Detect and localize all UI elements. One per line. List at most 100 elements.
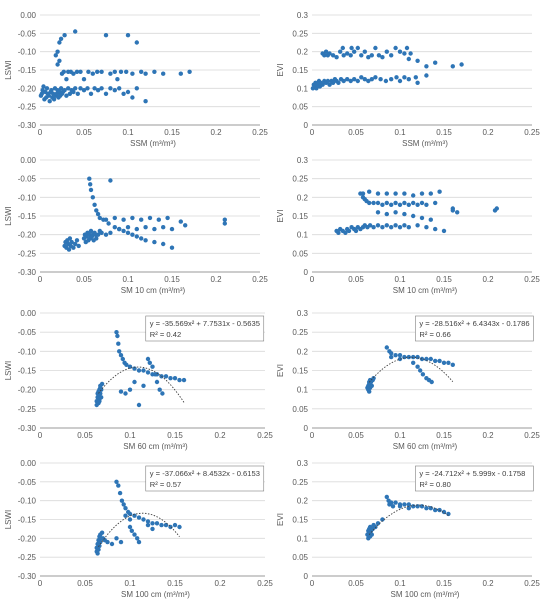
data-point (402, 223, 407, 228)
y-axis-label: EVI (276, 64, 285, 77)
data-point (117, 349, 122, 354)
y-tick-label: -0.10 (18, 193, 37, 202)
y-tick-label: 0.25 (292, 478, 308, 487)
x-axis-label: SM 100 cm (m³/m³) (391, 590, 460, 599)
data-point (99, 230, 104, 235)
x-tick-label: 0 (310, 431, 315, 440)
y-tick-label: -0.20 (18, 84, 37, 93)
data-point (95, 232, 101, 237)
data-point (389, 53, 394, 58)
data-point (340, 45, 345, 51)
data-point (397, 225, 403, 230)
data-point (406, 506, 411, 511)
data-point (178, 71, 183, 76)
data-point (397, 353, 403, 358)
data-point (373, 524, 378, 530)
data-point (367, 389, 372, 394)
data-point (413, 75, 418, 80)
equation-box (145, 315, 265, 342)
y-tick-label: -0.05 (18, 328, 37, 337)
data-point (168, 376, 173, 381)
data-point (86, 69, 91, 75)
data-point (85, 86, 90, 91)
y-axis-label: EVI (276, 364, 285, 377)
data-point (389, 225, 394, 230)
data-point (402, 211, 407, 217)
data-point (94, 236, 99, 241)
data-point (183, 223, 188, 228)
x-tick-label: 0.05 (348, 128, 364, 137)
data-point (132, 366, 137, 371)
x-tick-label: 0.1 (394, 128, 406, 137)
fit-r-squared: R² = 0.66 (419, 330, 450, 339)
y-axis-label: EVI (276, 513, 285, 526)
data-point (177, 377, 182, 383)
data-point (415, 80, 420, 86)
data-point (380, 202, 385, 207)
data-point (455, 210, 460, 215)
y-tick-label: 0.15 (292, 212, 308, 221)
y-tick-label: -0.30 (18, 121, 37, 130)
y-tick-label: -0.05 (18, 29, 37, 38)
y-tick-label: -0.20 (18, 231, 37, 240)
equation-box (145, 465, 265, 492)
data-point (95, 551, 100, 556)
data-point (103, 232, 109, 237)
data-point (58, 86, 64, 91)
data-point (114, 479, 119, 484)
scatter-panel-1: -0.30 -0.25 -0.20 -0.15 -0.10 -0.05 0.00 0 0.05 0… (4, 11, 268, 148)
equation-box (415, 465, 534, 492)
data-point (172, 522, 178, 528)
data-point (150, 521, 155, 526)
data-point (330, 53, 336, 58)
y-tick-label: 0.1 (297, 231, 309, 240)
y-tick-label: -0.25 (18, 249, 37, 258)
data-point (433, 60, 438, 65)
data-point (143, 99, 148, 104)
data-point (346, 228, 352, 234)
trendline (98, 512, 180, 548)
x-tick-label: 0.05 (77, 431, 93, 440)
data-point (336, 230, 341, 235)
data-point (369, 77, 374, 82)
x-tick-label: 0.25 (257, 579, 273, 588)
y-tick-label: 0 (304, 424, 309, 433)
data-point (375, 521, 381, 526)
data-point (109, 541, 115, 547)
data-point (406, 502, 411, 507)
data-point (348, 78, 353, 84)
y-tick-label: 0.05 (292, 405, 308, 414)
data-point (152, 239, 157, 245)
scatter-panel-5: -0.30 -0.25 -0.20 -0.15 -0.10 -0.05 0.00 0 0.05 0… (4, 309, 273, 451)
data-point (66, 86, 71, 91)
data-point (161, 225, 166, 230)
data-point (393, 223, 398, 228)
data-point (384, 200, 389, 206)
data-point (157, 387, 162, 392)
x-tick-label: 0 (310, 275, 315, 284)
data-point (349, 45, 354, 51)
data-point (62, 88, 67, 93)
data-point (389, 354, 394, 360)
y-tick-label: -0.25 (18, 405, 37, 414)
x-tick-label: 0.15 (164, 128, 180, 137)
data-point (135, 536, 140, 541)
x-tick-label: 0.25 (524, 431, 540, 440)
fit-equation: y = -37.066x² + 8.4532x - 0.6153 (150, 469, 260, 478)
data-point (161, 241, 166, 247)
data-point (394, 75, 399, 80)
scatter-panel-6: 0 0.05 0.1 0.15 0.2 0.25 0.3 0 0.05 0.1 0.15 0.2 0.2… (276, 309, 540, 451)
y-tick-label: 0.00 (20, 11, 36, 20)
data-point (327, 51, 332, 56)
x-tick-label: 0.25 (252, 128, 268, 137)
data-point (419, 200, 425, 206)
data-point (384, 211, 389, 217)
y-tick-label: 0.25 (292, 328, 308, 337)
data-point (169, 245, 175, 250)
data-point (389, 77, 394, 82)
data-point (433, 200, 438, 206)
data-point (121, 228, 126, 234)
data-point (375, 200, 381, 206)
data-point (389, 202, 394, 207)
